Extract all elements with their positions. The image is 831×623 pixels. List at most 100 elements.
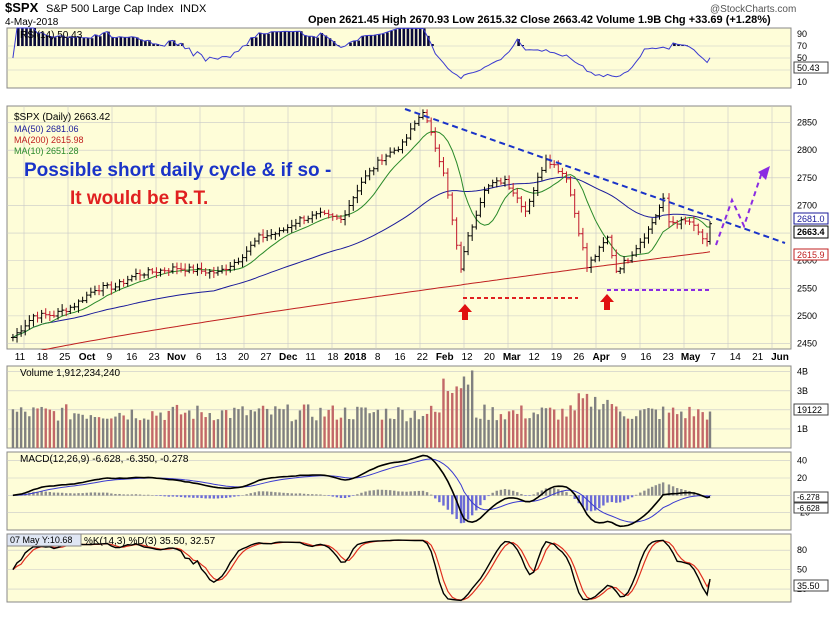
volume-bar xyxy=(500,414,502,448)
macd-histogram-bar xyxy=(422,491,424,496)
x-axis-label: May xyxy=(681,352,701,363)
axis-tick-label: 80 xyxy=(797,545,807,555)
volume-bar xyxy=(278,409,280,448)
macd-histogram-bar xyxy=(57,493,59,496)
macd-histogram-bar xyxy=(213,495,215,498)
rsi-panel: RSI(14) 50.43 9070503010 50.43 xyxy=(7,28,828,88)
exchange: INDX xyxy=(180,3,207,15)
volume-bar xyxy=(168,411,170,448)
ma200-value-tag: 2615.9 xyxy=(797,250,825,260)
macd-histogram-bar xyxy=(516,492,518,495)
brand: @StockCharts.com xyxy=(710,4,796,15)
volume-bar xyxy=(430,406,432,448)
macd-histogram-bar xyxy=(53,493,55,496)
axis-tick-label: 2800 xyxy=(797,145,817,155)
volume-bar xyxy=(647,408,649,448)
volume-bar xyxy=(163,420,165,448)
axis-tick-label: 2500 xyxy=(797,311,817,321)
volume-bar xyxy=(139,420,141,448)
close-value-tag: 2663.4 xyxy=(797,227,825,237)
macd-histogram-bar xyxy=(639,493,641,496)
macd-histogram-bar xyxy=(586,495,588,510)
macd-histogram-bar xyxy=(344,495,346,498)
macd-histogram-bar xyxy=(291,493,293,495)
volume-bar xyxy=(24,412,26,448)
volume-bar xyxy=(98,417,100,448)
volume-bar xyxy=(619,412,621,448)
macd-histogram-bar xyxy=(176,495,178,496)
x-axis-label: Jun xyxy=(771,352,789,363)
macd-histogram-bar xyxy=(598,495,600,508)
volume-bar xyxy=(209,413,211,448)
ohlc-summary: Open 2621.45 High 2670.93 Low 2615.32 Cl… xyxy=(308,14,771,26)
macd-histogram-bar xyxy=(332,495,334,496)
volume-bar xyxy=(381,420,383,448)
volume-bar xyxy=(127,420,129,448)
axis-tick-label: 40 xyxy=(797,456,807,466)
macd-histogram-bar xyxy=(69,493,71,495)
volume-bar xyxy=(541,408,543,448)
x-axis-label: 2018 xyxy=(344,352,367,363)
macd-histogram-bar xyxy=(274,492,276,495)
macd-histogram-bar xyxy=(451,495,453,514)
volume-bar xyxy=(693,416,695,448)
macd-histogram-bar xyxy=(61,493,63,496)
macd-histogram-bar xyxy=(381,490,383,496)
volume-bar xyxy=(373,412,375,448)
volume-bar xyxy=(217,419,219,448)
volume-bar xyxy=(455,386,457,448)
macd-histogram-bar xyxy=(319,495,321,496)
macd-histogram-bar xyxy=(401,492,403,496)
macd-histogram-bar xyxy=(496,491,498,496)
price-panel: 285028002750270026502600255025002450 $SP… xyxy=(7,106,828,357)
macd-histogram-bar xyxy=(409,491,411,495)
macd-histogram-bar xyxy=(102,493,104,496)
stoch-label: %K(14,3) %D(3) 35.50, 32.57 xyxy=(84,536,216,547)
volume-bar xyxy=(463,376,465,448)
volume-bar xyxy=(701,412,703,448)
volume-bar xyxy=(516,414,518,448)
volume-bar xyxy=(528,418,530,448)
volume-bar xyxy=(414,411,416,448)
volume-bar xyxy=(348,419,350,448)
volume-bar xyxy=(360,407,362,448)
volume-bar xyxy=(594,397,596,448)
volume-bar xyxy=(496,420,498,448)
macd-histogram-bar xyxy=(196,495,198,497)
axis-tick-label: 90 xyxy=(797,29,807,39)
volume-bar xyxy=(131,410,133,448)
macd-histogram-bar xyxy=(377,490,379,496)
x-axis-label: 16 xyxy=(394,352,406,363)
macd-histogram-bar xyxy=(94,492,96,495)
macd-histogram-bar xyxy=(606,495,608,502)
volume-bar xyxy=(684,418,686,448)
volume-bar xyxy=(291,421,293,448)
volume-bar xyxy=(49,410,51,448)
macd-histogram-bar xyxy=(307,494,309,496)
macd-histogram-bar xyxy=(658,484,660,496)
volume-bar xyxy=(418,419,420,448)
macd-histogram-bar xyxy=(118,494,120,496)
volume-bar xyxy=(250,410,252,448)
volume-bar xyxy=(697,409,699,448)
chart-date: 4-May-2018 xyxy=(5,17,59,28)
macd-histogram-bar xyxy=(237,495,239,496)
volume-bar xyxy=(28,416,30,448)
volume-bar xyxy=(688,407,690,448)
rsi-value-tag: 50.43 xyxy=(797,63,820,73)
macd-histogram-bar xyxy=(528,495,530,496)
volume-bar xyxy=(479,419,481,448)
volume-bar xyxy=(389,419,391,448)
volume-bar xyxy=(184,413,186,448)
macd-histogram-bar xyxy=(623,495,625,500)
macd-histogram-bar xyxy=(537,492,539,495)
macd-histogram-bar xyxy=(282,493,284,496)
x-axis-label: 9 xyxy=(621,352,627,363)
volume-bar xyxy=(258,408,260,448)
volume-bar xyxy=(176,405,178,448)
volume-bar xyxy=(340,418,342,448)
volume-bar xyxy=(434,412,436,448)
annotation-line1: Possible short daily cycle & if so - xyxy=(24,160,331,181)
volume-bar xyxy=(102,418,104,448)
